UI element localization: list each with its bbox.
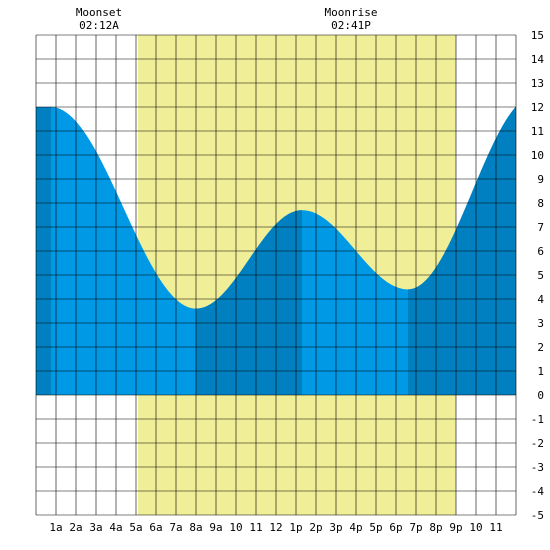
x-tick-label: 1a [49,521,62,534]
y-tick-label: 4 [537,293,544,306]
moonset-time: 02:12A [79,19,119,32]
y-tick-label: -1 [531,413,544,426]
x-tick-label: 10 [229,521,242,534]
plot-area [35,34,517,516]
y-tick-label: 12 [531,101,544,114]
x-tick-label: 9a [209,521,222,534]
y-tick-label: 2 [537,341,544,354]
y-tick-label: 15 [531,29,544,42]
y-tick-label: 7 [537,221,544,234]
x-tick-label: 12 [269,521,282,534]
y-tick-label: 13 [531,77,544,90]
x-tick-label: 2a [69,521,82,534]
y-tick-label: -4 [531,485,545,498]
x-tick-label: 8a [189,521,202,534]
x-tick-label: 9p [449,521,462,534]
y-tick-label: -2 [531,437,544,450]
moonset-label: Moonset [76,6,122,19]
moonrise-time: 02:41P [331,19,371,32]
x-tick-label: 5a [129,521,142,534]
y-tick-label: 0 [537,389,544,402]
x-tick-label: 6a [149,521,162,534]
x-tick-label: 2p [309,521,322,534]
y-tick-label: 1 [537,365,544,378]
x-tick-label: 11 [249,521,262,534]
tide-dark-band-1 [196,210,302,395]
y-tick-label: 14 [531,53,545,66]
y-tick-label: -3 [531,461,544,474]
x-tick-label: 4p [349,521,362,534]
x-tick-label: 6p [389,521,402,534]
y-tick-label: 3 [537,317,544,330]
y-tick-label: 11 [531,125,544,138]
x-tick-label: 5p [369,521,382,534]
y-tick-label: 6 [537,245,544,258]
x-tick-label: 3p [329,521,342,534]
y-tick-label: -5 [531,509,544,522]
x-tick-label: 7p [409,521,422,534]
x-tick-label: 8p [429,521,442,534]
x-tick-label: 3a [89,521,102,534]
x-tick-label: 11 [489,521,502,534]
y-tick-label: 5 [537,269,544,282]
y-tick-label: 9 [537,173,544,186]
x-axis: 1a 2a 3a 4a 5a 6a 7a 8a 9a 10 11 12 1p 2p 3p 4p 5p 6p 7p 8p… [49,521,502,534]
x-tick-label: 10 [469,521,482,534]
x-tick-label: 1p [289,521,302,534]
y-tick-label: 10 [531,149,544,162]
y-tick-label: 8 [537,197,544,210]
x-tick-label: 7a [169,521,182,534]
moonrise-label: Moonrise [325,6,378,19]
x-tick-label: 4a [109,521,122,534]
